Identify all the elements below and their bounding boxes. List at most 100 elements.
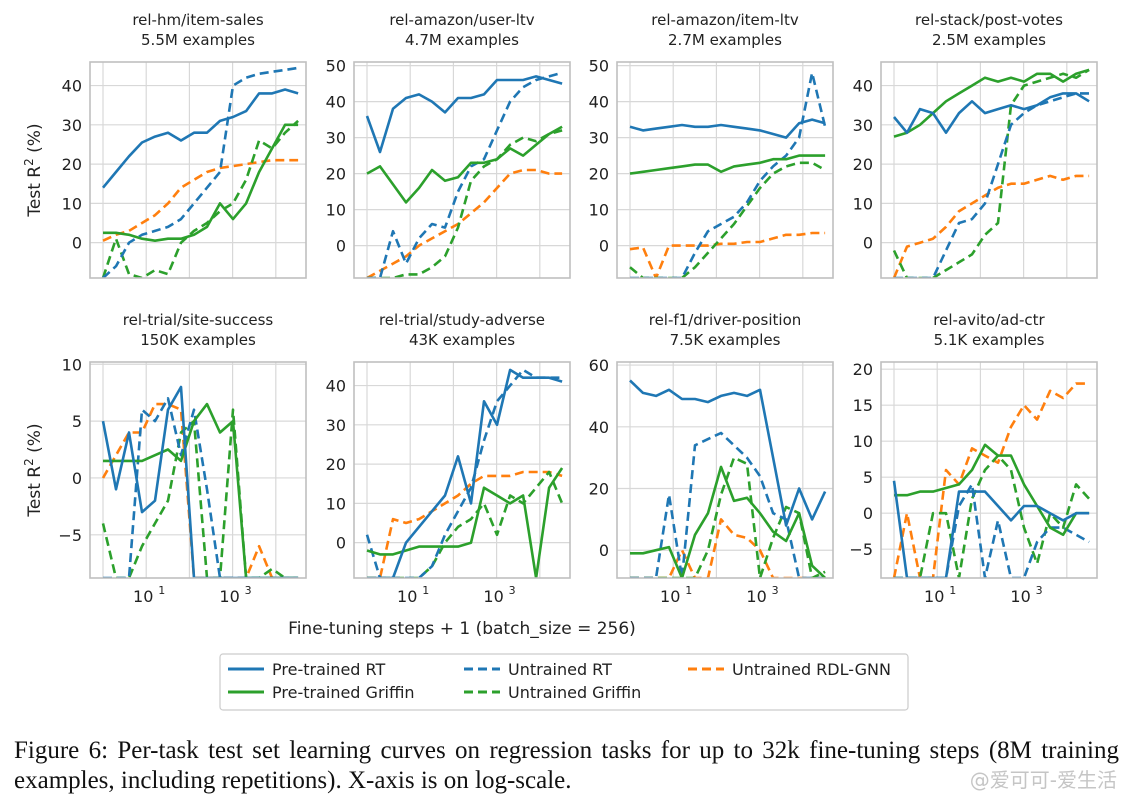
- chart-panel-0: 0 10 20 30 40 rel-hm/item-sales 5.5M examples T…: [22, 11, 307, 279]
- x-tick-label: 10: [1010, 587, 1030, 606]
- series-line-un_rt: [102, 66, 299, 278]
- y-tick-label: 40: [853, 77, 873, 96]
- series-line-un_rt: [894, 483, 1090, 578]
- legend-label-pt-rt: Pre-trained RT: [272, 660, 385, 679]
- series-line-un_griffin: [367, 129, 563, 278]
- x-tick-exponent: 1: [685, 584, 692, 597]
- chart-panel-1: 0 10 20 30 40 50 rel-amazon/user-ltv 4.7M examp…: [326, 11, 571, 279]
- series-line-pt_griffin: [893, 68, 1090, 138]
- y-tick-label: 20: [62, 155, 82, 174]
- y-tick-label: 40: [326, 377, 346, 396]
- series-line-un_rt: [630, 71, 827, 278]
- series-line-pt_griffin: [629, 154, 826, 175]
- y-tick-label: 0: [599, 541, 609, 560]
- y-tick-label: 50: [326, 57, 346, 76]
- series-line-un_rdl: [366, 168, 563, 278]
- legend-entry-un-griffin: Untrained Griffin: [464, 683, 641, 702]
- chart-panel-6: 0 20 40 60 10 1 10 3 rel-f1/driver-position 7.5K …: [589, 311, 834, 606]
- series-line-pt_rt: [101, 88, 299, 189]
- x-tick-exponent: 1: [422, 584, 429, 597]
- legend-entry-pt-griffin: Pre-trained Griffin: [228, 683, 415, 702]
- y-tick-label: 30: [326, 416, 346, 435]
- y-axis-label-main: Test R: [25, 466, 45, 518]
- y-tick-label: 30: [853, 116, 873, 135]
- panel-title: rel-hm/item-sales: [132, 11, 264, 29]
- y-tick-label: 10: [589, 201, 609, 220]
- panel-subtitle: 7.5K examples: [670, 331, 781, 349]
- series-line-un_griffin: [892, 68, 1090, 278]
- plot-frame: [89, 61, 307, 279]
- y-tick-label: 20: [853, 155, 873, 174]
- y-axis-label-sup: 2: [22, 158, 36, 166]
- x-tick-label: 10: [483, 587, 503, 606]
- y-axis-label: Test R2 (%): [22, 123, 45, 217]
- panel-subtitle: 150K examples: [140, 331, 256, 349]
- y-tick-label: 40: [589, 93, 609, 112]
- x-tick-exponent: 1: [158, 584, 165, 597]
- x-tick-label: 10: [746, 587, 766, 606]
- x-axis-label: Fine-tuning steps + 1 (batch_size = 256): [288, 619, 636, 639]
- plot-frame: [880, 361, 1098, 579]
- y-tick-label: 20: [326, 455, 346, 474]
- y-tick-label: 10: [326, 494, 346, 513]
- panel-subtitle: 2.5M examples: [932, 31, 1046, 49]
- legend-entry-un-rt: Untrained RT: [464, 660, 612, 679]
- y-tick-label: 40: [326, 93, 346, 112]
- y-tick-label: 40: [589, 418, 609, 437]
- legend-box: [219, 653, 909, 711]
- plot-frame: [616, 361, 834, 579]
- panel-subtitle: 5.5M examples: [141, 31, 255, 49]
- y-axis-label-suffix: (%): [25, 123, 45, 158]
- panel-title: rel-avito/ad-ctr: [933, 311, 1045, 329]
- series-line-un_rdl: [101, 402, 299, 578]
- series-line-un_rdl: [367, 470, 563, 578]
- y-tick-label: 10: [853, 194, 873, 213]
- y-tick-label: 15: [853, 396, 873, 415]
- y-axis-label-suffix: (%): [25, 423, 45, 458]
- legend-entry-pt-rt: Pre-trained RT: [228, 660, 385, 679]
- y-tick-label: 10: [326, 201, 346, 220]
- series-line-pt_rt: [892, 480, 1090, 578]
- series-line-pt_rt: [892, 92, 1090, 134]
- series-line-pt_griffin: [366, 467, 564, 578]
- y-axis-label: Test R2 (%): [22, 423, 45, 517]
- x-tick-exponent: 1: [949, 584, 956, 597]
- plot-area: [90, 62, 306, 278]
- y-tick-label: 0: [336, 534, 346, 553]
- y-tick-label: 5: [72, 412, 82, 431]
- series-line-pt_griffin: [630, 465, 826, 578]
- series-line-un_rt: [365, 368, 563, 578]
- figure-caption: Figure 6: Per-task test set learning cur…: [14, 737, 1119, 794]
- y-tick-label: 20: [589, 480, 609, 499]
- series-line-pt_rt: [629, 118, 826, 139]
- legend-label-un-rt: Untrained RT: [508, 660, 612, 679]
- y-tick-label: 10: [62, 355, 82, 374]
- series-line-pt_griffin: [103, 402, 299, 578]
- y-tick-label: 10: [853, 432, 873, 451]
- legend: Pre-trained RT Pre-trained Griffin Untra…: [219, 653, 909, 711]
- series-line-pt_griffin: [366, 125, 563, 204]
- x-tick-label: 10: [660, 587, 680, 606]
- y-axis-label-sup: 2: [22, 458, 36, 466]
- y-tick-label: 0: [863, 504, 873, 523]
- legend-label-un-griffin: Untrained Griffin: [508, 683, 641, 702]
- panel-subtitle: 43K examples: [409, 331, 515, 349]
- panel-title: rel-amazon/item-ltv: [651, 11, 799, 29]
- series-line-pt_rt: [101, 385, 299, 578]
- plot-frame: [880, 61, 1098, 279]
- learning-curves-figure: Fine-tuning steps + 1 (batch_size = 256)…: [22, 11, 1098, 711]
- x-tick-exponent: 3: [509, 584, 516, 597]
- plot-frame: [353, 61, 571, 279]
- watermark: @爱可可-爱生活: [969, 768, 1117, 792]
- series-line-un_griffin: [367, 470, 564, 578]
- x-tick-exponent: 3: [245, 584, 252, 597]
- series-line-un_rt: [103, 397, 299, 578]
- y-tick-label: −5: [58, 526, 82, 545]
- series-line-un_rdl: [892, 382, 1090, 578]
- series-line-pt_rt: [367, 368, 563, 578]
- y-tick-label: 0: [863, 234, 873, 253]
- y-tick-label: 60: [589, 356, 609, 375]
- chart-panel-4: −5 0 5 10 10 1 10 3 rel-trial/site-success 150K e…: [22, 311, 307, 606]
- x-tick-exponent: 3: [772, 584, 779, 597]
- y-tick-label: 10: [62, 194, 82, 213]
